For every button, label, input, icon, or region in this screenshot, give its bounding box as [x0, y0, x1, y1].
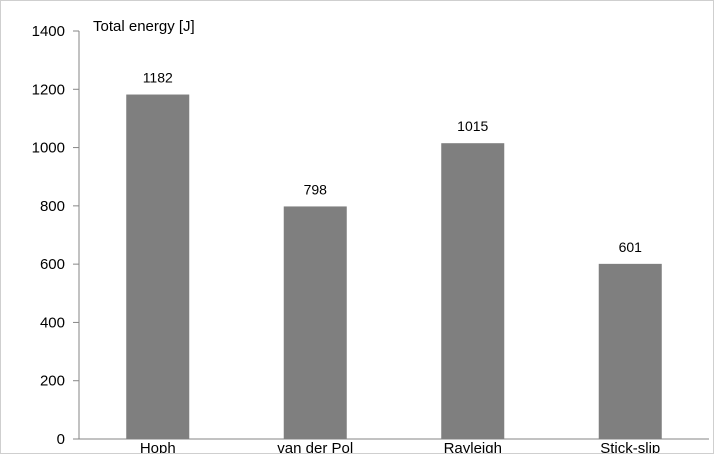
x-category-label: van der Pol [277, 440, 353, 453]
y-tick-label: 400 [40, 314, 65, 331]
y-tick-label: 0 [57, 431, 65, 448]
bars [126, 94, 662, 439]
bar-stick-slip [598, 263, 662, 439]
data-labels: 1182 798 1015 601 [143, 70, 642, 255]
x-category-label: Rayleigh [444, 440, 502, 453]
x-category-label: Hoph [140, 440, 176, 453]
y-tick-label: 1000 [32, 140, 65, 157]
y-tick-label: 200 [40, 373, 65, 390]
y-axis-title: Total energy [J] [93, 18, 195, 35]
y-tick-label: 1200 [32, 81, 65, 98]
data-label: 601 [619, 239, 643, 255]
bar-van-der-pol [283, 206, 347, 439]
bar-rayleigh [441, 143, 505, 439]
y-tick-label: 800 [40, 198, 65, 215]
y-ticks: 0 200 400 600 800 1000 1200 1400 [32, 23, 79, 448]
axes-layer: 0 200 400 600 800 1000 1200 1400 [32, 23, 709, 448]
y-tick-label: 600 [40, 256, 65, 273]
x-category-label: Stick-slip [600, 440, 660, 453]
bar-hoph [126, 94, 190, 439]
x-category-labels: Hoph van der Pol Rayleigh Stick-slip [140, 440, 660, 457]
data-label: 1182 [143, 70, 173, 86]
data-label: 1015 [457, 118, 488, 134]
y-tick-label: 1400 [32, 23, 65, 40]
data-label: 798 [304, 181, 328, 197]
